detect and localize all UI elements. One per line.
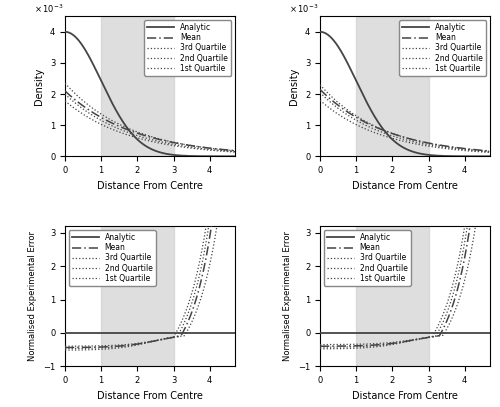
Text: $\times\,10^{-3}$: $\times\,10^{-3}$ <box>34 3 64 15</box>
Y-axis label: Density: Density <box>290 68 300 105</box>
Legend: Analytic, Mean, 3rd Quartile, 2nd Quartile, 1st Quartile: Analytic, Mean, 3rd Quartile, 2nd Quarti… <box>400 20 486 76</box>
Bar <box>101 226 174 366</box>
Y-axis label: Normalised Experimental Error: Normalised Experimental Error <box>284 231 292 361</box>
Y-axis label: Normalised Experimental Error: Normalised Experimental Error <box>28 231 38 361</box>
Legend: Analytic, Mean, 3rd Quartile, 2nd Quartile, 1st Quartile: Analytic, Mean, 3rd Quartile, 2nd Quarti… <box>324 230 410 286</box>
X-axis label: Distance From Centre: Distance From Centre <box>352 391 458 400</box>
X-axis label: Distance From Centre: Distance From Centre <box>97 391 203 400</box>
Bar <box>101 16 174 156</box>
Bar <box>356 226 428 366</box>
X-axis label: Distance From Centre: Distance From Centre <box>97 181 203 190</box>
Y-axis label: Density: Density <box>34 68 44 105</box>
Legend: Analytic, Mean, 3rd Quartile, 2nd Quartile, 1st Quartile: Analytic, Mean, 3rd Quartile, 2nd Quarti… <box>144 20 231 76</box>
X-axis label: Distance From Centre: Distance From Centre <box>352 181 458 190</box>
Text: $\times\,10^{-3}$: $\times\,10^{-3}$ <box>290 3 318 15</box>
Legend: Analytic, Mean, 3rd Quartile, 2nd Quartile, 1st Quartile: Analytic, Mean, 3rd Quartile, 2nd Quarti… <box>69 230 156 286</box>
Bar <box>356 16 428 156</box>
